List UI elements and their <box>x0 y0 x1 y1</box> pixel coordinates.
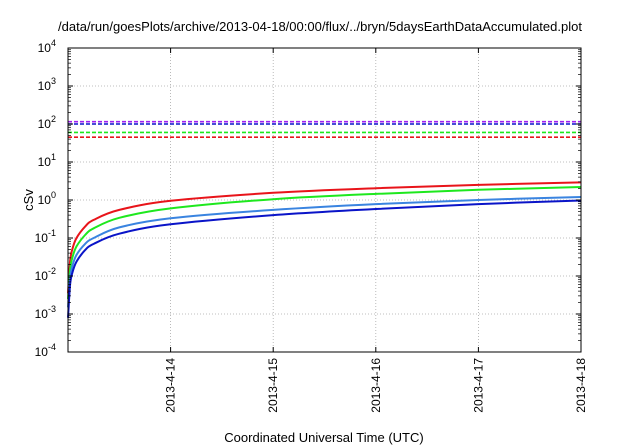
y-tick-exponent: 1 <box>51 152 56 162</box>
y-tick-exponent: -1 <box>48 228 56 238</box>
y-tick-base: 10 <box>35 231 49 245</box>
x-tick-label: 2013-4-18 <box>574 358 588 413</box>
y-tick-exponent: 0 <box>51 190 56 200</box>
y-axis-label: cSv <box>21 189 36 211</box>
y-tick-label: 10-3 <box>35 304 56 321</box>
series-line <box>67 199 582 318</box>
y-tick-label: 10-4 <box>35 342 56 359</box>
y-tick-base: 10 <box>38 193 52 207</box>
y-tick-label: 101 <box>38 152 56 169</box>
y-tick-exponent: -2 <box>48 266 56 276</box>
y-tick-base: 10 <box>35 269 49 283</box>
y-tick-base: 10 <box>38 41 52 55</box>
y-tick-base: 10 <box>35 345 49 359</box>
y-tick-exponent: -3 <box>48 304 56 314</box>
y-tick-base: 10 <box>38 117 52 131</box>
y-tick-exponent: 3 <box>51 76 56 86</box>
y-tick-label: 102 <box>38 114 56 131</box>
y-tick-exponent: -4 <box>48 342 56 352</box>
series-line <box>67 181 582 294</box>
x-tick-label: 2013-4-15 <box>266 358 280 413</box>
series-layer <box>67 120 582 318</box>
series-line <box>67 186 582 299</box>
x-tick-label: 2013-4-16 <box>369 358 383 413</box>
y-tick-exponent: 4 <box>51 38 56 48</box>
y-tick-exponent: 2 <box>51 114 56 124</box>
x-tick-label: 2013-4-17 <box>471 358 485 413</box>
y-tick-base: 10 <box>35 307 49 321</box>
x-axis-label: Coordinated Universal Time (UTC) <box>224 430 423 445</box>
y-tick-label: 103 <box>38 76 56 93</box>
x-tick-label: 2013-4-14 <box>164 358 178 413</box>
ticks: 10-410-310-210-11001011021031042013-4-14… <box>35 38 588 413</box>
series-line <box>67 196 582 308</box>
chart-title: /data/run/goesPlots/archive/2013-04-18/0… <box>58 19 582 34</box>
y-tick-label: 100 <box>38 190 56 207</box>
y-tick-label: 10-1 <box>35 228 56 245</box>
y-tick-base: 10 <box>38 79 52 93</box>
y-tick-label: 104 <box>38 38 56 55</box>
y-tick-label: 10-2 <box>35 266 56 283</box>
y-tick-base: 10 <box>38 155 52 169</box>
